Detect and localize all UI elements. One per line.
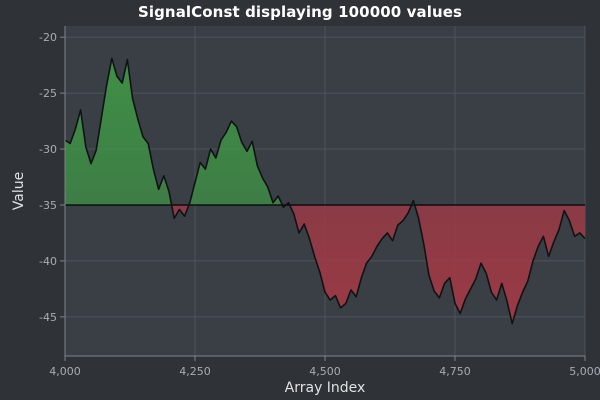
tick-layer: 4,000 4,250 4,500 4,750 5,000 -20 -25 -30 -35 -40…	[39, 31, 600, 378]
y-tick-label: -40	[39, 255, 57, 268]
signal-line	[64, 57, 586, 325]
y-axis-title: Value	[11, 172, 27, 210]
y-tick-label: -20	[39, 31, 57, 44]
area-below-baseline	[171, 204, 585, 324]
chart-title: SignalConst displaying 100000 values	[137, 3, 463, 21]
y-tick-label: -35	[39, 199, 57, 212]
x-tick-label: 4,250	[179, 365, 211, 378]
y-tick-label: -25	[39, 87, 57, 100]
x-tick-label: 4,750	[439, 365, 471, 378]
area-above-baseline	[65, 58, 585, 205]
y-tick-label: -45	[39, 311, 57, 324]
x-tick-label: 5,000	[569, 365, 600, 378]
x-tick-label: 4,500	[309, 365, 341, 378]
y-tick-label: -30	[39, 143, 57, 156]
x-axis-title: Array Index	[285, 380, 366, 396]
x-tick-label: 4,000	[49, 365, 81, 378]
